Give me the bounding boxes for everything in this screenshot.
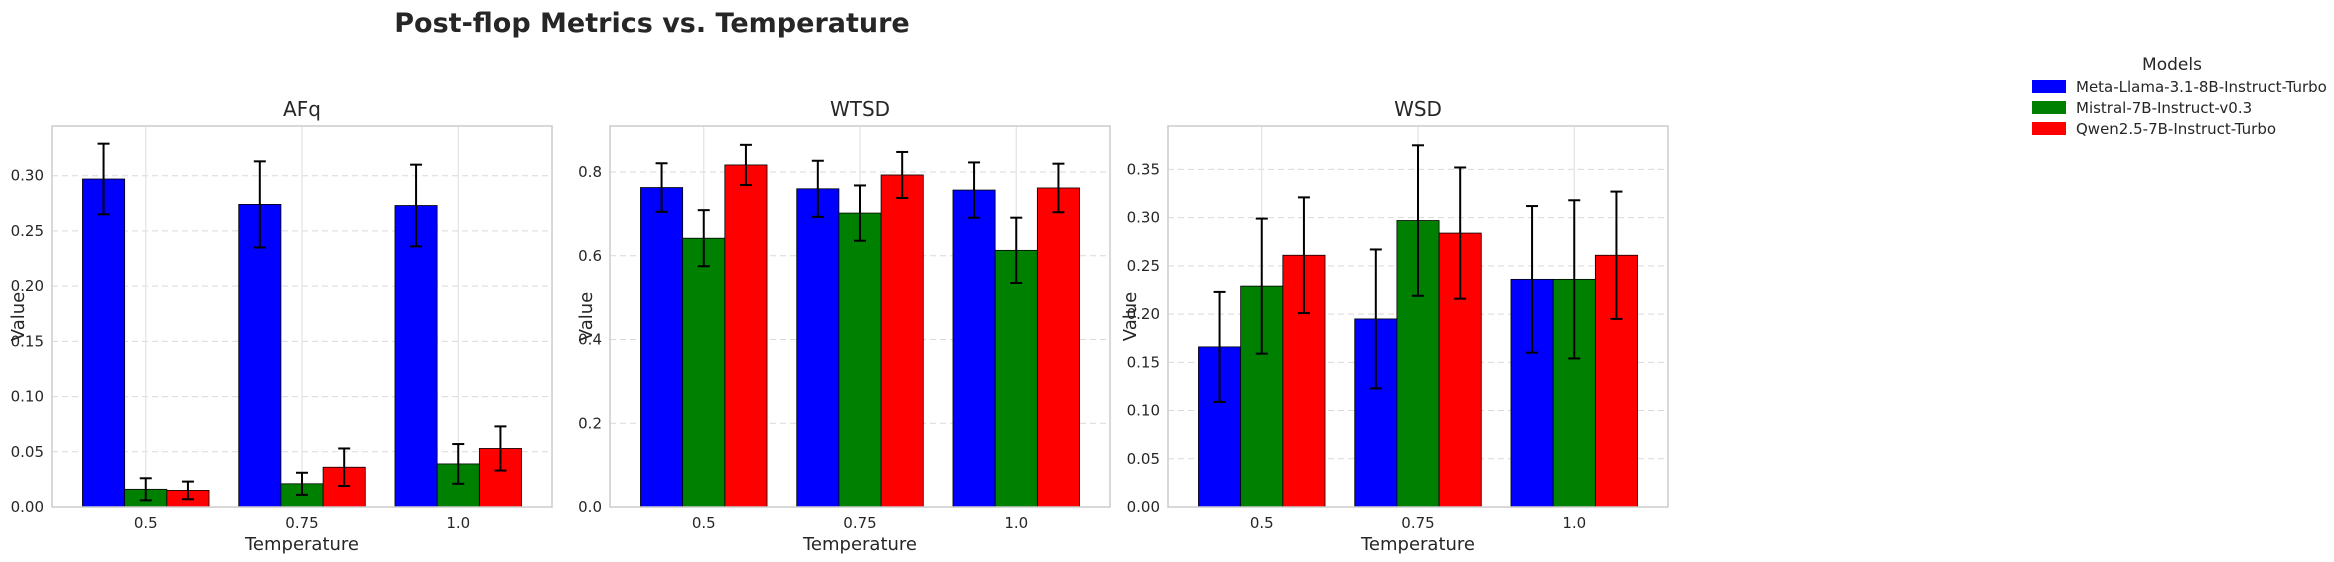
legend-items: Meta-Llama-3.1-8B-Instruct-Turbo Mistral-… (2032, 78, 2327, 138)
bar-wtsd-s2-c0 (724, 164, 768, 508)
panel-title-wtsd: WTSD (830, 97, 890, 121)
ytick-label-wsd: 0.35 (1127, 160, 1160, 178)
bar-wtsd-s0-c2 (952, 189, 996, 508)
chart-panel-afq: 0.00 0.05 0.10 0.15 0.20 0.25 0.30 0.5 0.75 1.0 AF… (8, 97, 553, 555)
ytick-label-wtsd: 0.4 (578, 331, 602, 349)
axes-frame-wsd (1167, 125, 1669, 508)
ytick-label-afq: 0.15 (11, 332, 44, 350)
ytick-label-afq: 0.20 (11, 277, 44, 295)
x-axis-label-wtsd: Temperature (802, 534, 917, 555)
ytick-label-wsd: 0.30 (1127, 209, 1160, 227)
legend-swatch-0 (2032, 80, 2066, 93)
ytick-label-afq: 0.25 (11, 222, 44, 240)
xtick-label-wsd: 0.75 (1401, 514, 1434, 532)
legend-label-2: Qwen2.5-7B-Instruct-Turbo (2076, 120, 2276, 138)
legend-label-0: Meta-Llama-3.1-8B-Instruct-Turbo (2076, 78, 2327, 96)
xtick-label-afq: 0.5 (134, 514, 158, 532)
ytick-label-wsd: 0.20 (1127, 305, 1160, 323)
ytick-label-wsd: 0.15 (1127, 353, 1160, 371)
chart-panel-wtsd: 0.0 0.2 0.4 0.6 0.8 0.5 0.75 1.0 WTSD Temperature… (576, 97, 1111, 555)
chart-panel-wsd: 0.00 0.05 0.10 0.15 0.20 0.25 0.30 0.35 0.5 0.75 1… (1120, 97, 1669, 555)
ytick-label-afq: 0.10 (11, 388, 44, 406)
xtick-label-afq: 0.75 (285, 514, 318, 532)
y-axis-label-afq: Value (8, 292, 29, 341)
bar-afq-s0-c1 (238, 204, 282, 508)
legend-title: Models (2142, 55, 2202, 75)
chart-panels: 0.00 0.05 0.10 0.15 0.20 0.25 0.30 0.5 0.75 1.0 AF… (8, 97, 1669, 555)
xtick-label-wtsd: 0.5 (692, 514, 716, 532)
ytick-label-wtsd: 0.0 (578, 498, 602, 516)
ytick-label-wsd: 0.05 (1127, 450, 1160, 468)
ytick-label-wtsd: 0.2 (578, 414, 602, 432)
ytick-label-wtsd: 0.8 (578, 163, 602, 181)
ytick-label-wsd: 0.00 (1127, 498, 1160, 516)
bar-afq-s0-c0 (82, 178, 126, 508)
xtick-label-afq: 1.0 (446, 514, 470, 532)
xtick-label-wsd: 0.5 (1250, 514, 1274, 532)
y-axis-label-wtsd: Value (576, 292, 597, 341)
bar-wtsd-s2-c1 (880, 174, 924, 508)
xtick-label-wtsd: 1.0 (1004, 514, 1028, 532)
bar-wtsd-s0-c0 (640, 187, 684, 508)
legend-swatch-1 (2032, 101, 2066, 114)
panel-title-wsd: WSD (1394, 97, 1442, 121)
bar-wtsd-s0-c1 (796, 188, 840, 508)
xtick-label-wsd: 1.0 (1562, 514, 1586, 532)
legend: Models Meta-Llama-3.1-8B-Instruct-TurboM… (2032, 55, 2327, 138)
bar-wtsd-s1-c1 (838, 212, 882, 508)
bar-wtsd-s2-c2 (1036, 187, 1080, 508)
legend-swatch-2 (2032, 122, 2066, 135)
ytick-label-wsd: 0.25 (1127, 257, 1160, 275)
ytick-label-wtsd: 0.6 (578, 247, 602, 265)
panel-title-afq: AFq (283, 97, 321, 121)
axes-frame-wtsd (609, 125, 1111, 508)
xtick-label-wtsd: 0.75 (843, 514, 876, 532)
bar-wsd-s2-c2 (1594, 254, 1638, 508)
legend-label-1: Mistral-7B-Instruct-v0.3 (2076, 99, 2252, 117)
y-axis-label-wsd: Value (1120, 292, 1141, 341)
ytick-label-wsd: 0.10 (1127, 402, 1160, 420)
x-axis-label-afq: Temperature (244, 534, 359, 555)
ytick-label-afq: 0.00 (11, 498, 44, 516)
ytick-label-afq: 0.05 (11, 443, 44, 461)
bar-afq-s0-c2 (394, 205, 438, 508)
x-axis-label-wsd: Temperature (1360, 534, 1475, 555)
bar-wtsd-s1-c0 (682, 237, 726, 508)
axes-frame-afq (51, 125, 553, 508)
figure-title: Post-flop Metrics vs. Temperature (394, 8, 909, 39)
bar-wtsd-s1-c2 (994, 249, 1038, 508)
ytick-label-afq: 0.30 (11, 167, 44, 185)
